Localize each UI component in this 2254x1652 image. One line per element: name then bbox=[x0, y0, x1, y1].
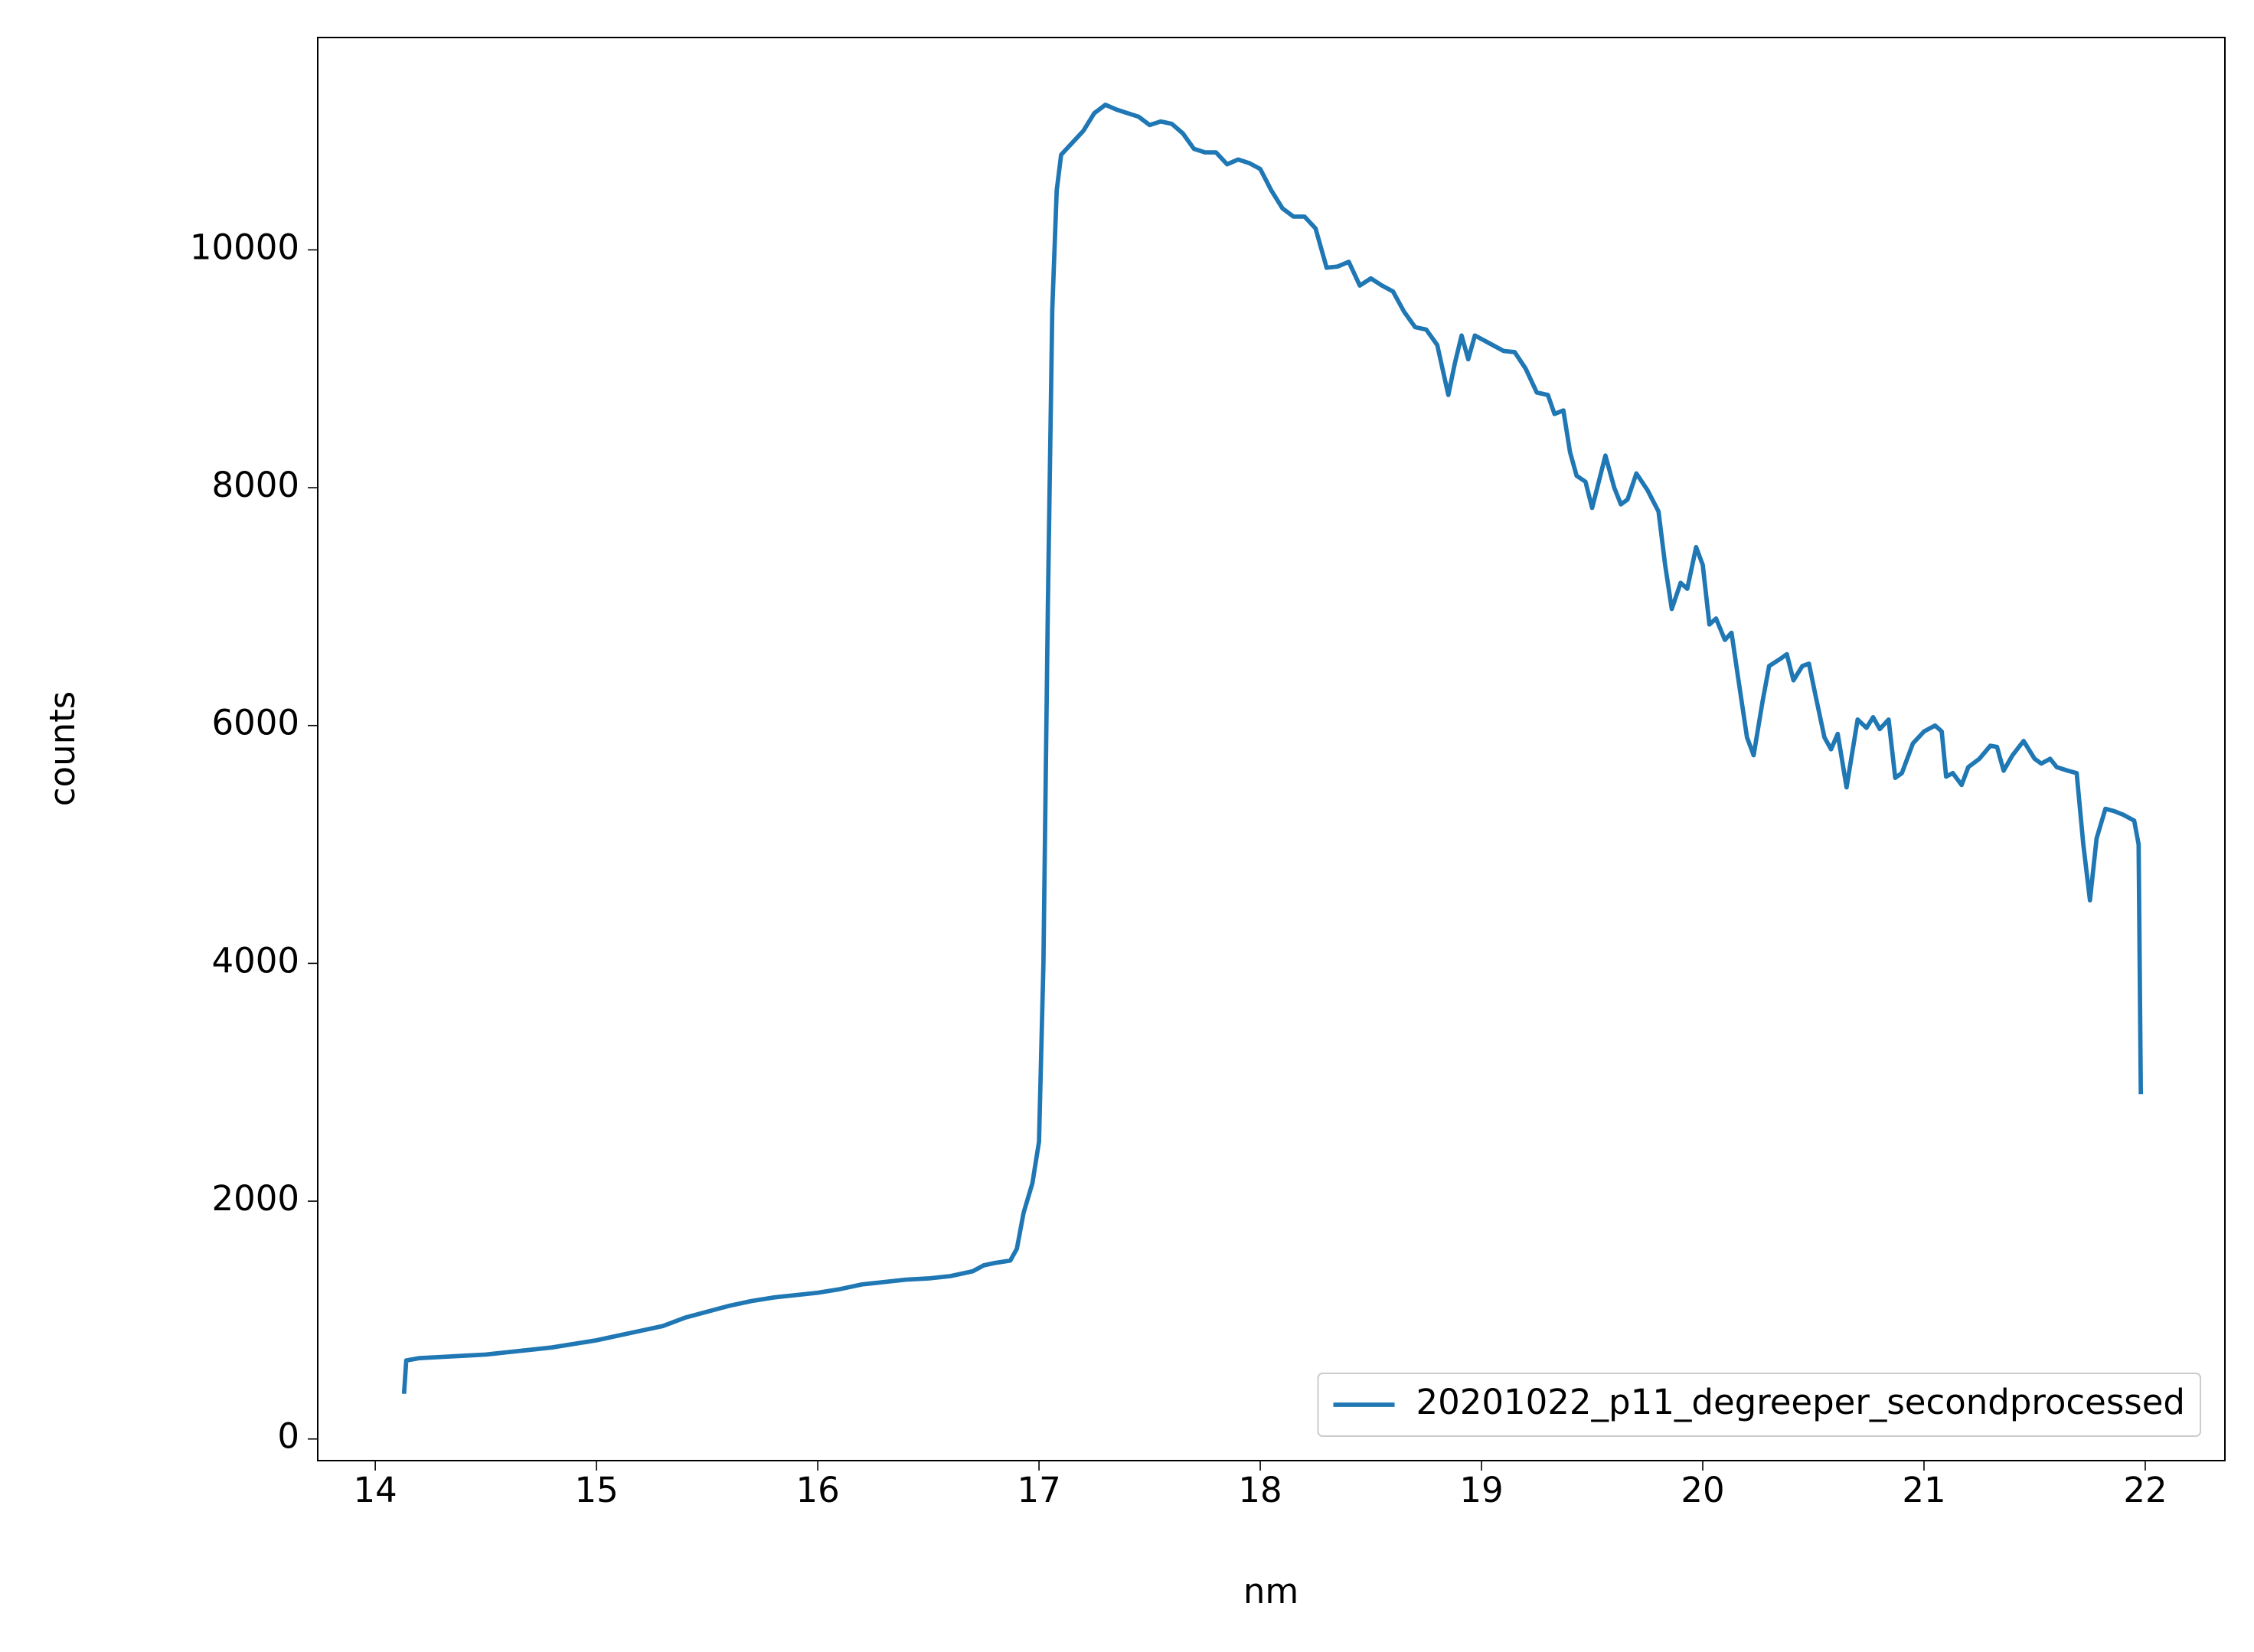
x-tick-label: 21 bbox=[1902, 1470, 1945, 1510]
y-tick-label: 4000 bbox=[211, 940, 299, 981]
line bbox=[401, 103, 2144, 1394]
x-tick-label: 19 bbox=[1459, 1470, 1503, 1510]
y-tick-label: 6000 bbox=[211, 703, 299, 743]
plot-frame bbox=[317, 37, 2226, 1461]
x-tick-label: 17 bbox=[1017, 1470, 1060, 1510]
y-tick-label: 10000 bbox=[190, 227, 299, 267]
x-tick-label: 14 bbox=[354, 1470, 397, 1510]
y-axis-label: counts bbox=[42, 691, 83, 806]
x-tick-label: 22 bbox=[2123, 1470, 2167, 1510]
x-tick-label: 16 bbox=[795, 1470, 839, 1510]
legend: 20201022_p11_degreeper_secondprocessed bbox=[1317, 1373, 2201, 1437]
x-tick-label: 20 bbox=[1681, 1470, 1724, 1510]
y-tick-label: 8000 bbox=[211, 465, 299, 505]
x-tick-label: 15 bbox=[574, 1470, 618, 1510]
y-tick-label: 0 bbox=[277, 1416, 299, 1457]
x-axis-label: nm bbox=[1243, 1571, 1298, 1611]
y-tick-label: 2000 bbox=[211, 1178, 299, 1219]
x-tick-label: 18 bbox=[1238, 1470, 1282, 1510]
legend-label: 20201022_p11_degreeper_secondprocessed bbox=[1416, 1382, 2185, 1422]
legend-box bbox=[1317, 1373, 2201, 1437]
